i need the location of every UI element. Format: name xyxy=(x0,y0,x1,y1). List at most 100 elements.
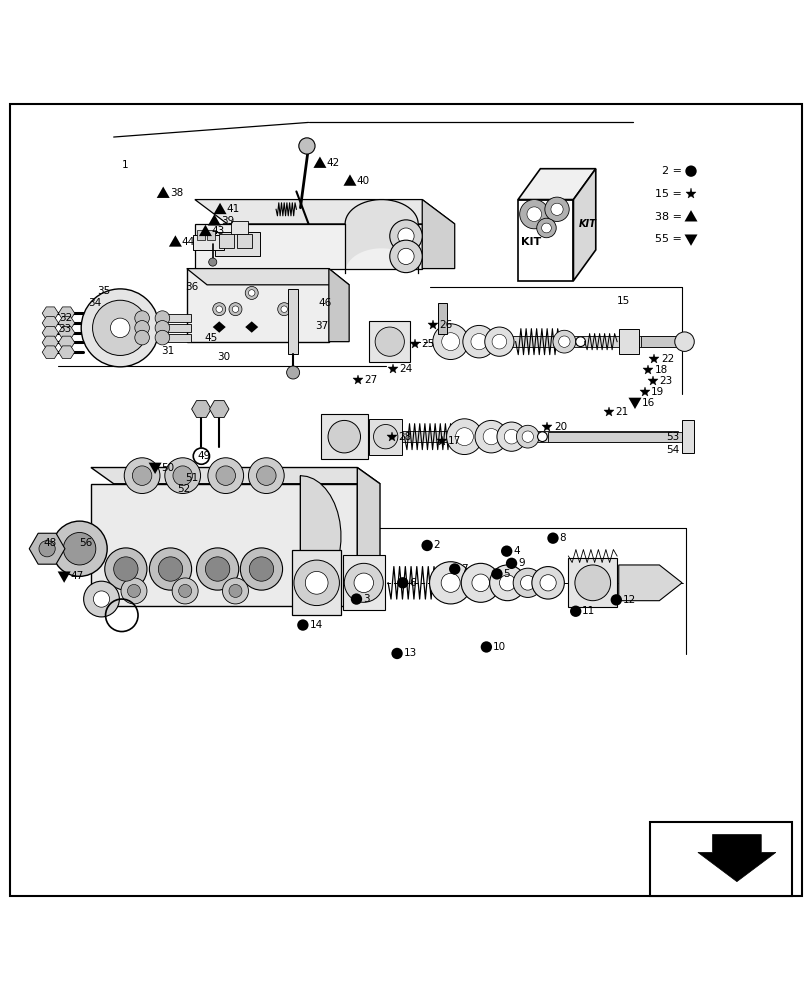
Polygon shape xyxy=(29,533,65,564)
Circle shape xyxy=(248,458,284,494)
Polygon shape xyxy=(191,401,211,417)
Bar xyxy=(517,200,573,281)
Circle shape xyxy=(232,306,238,312)
Circle shape xyxy=(149,548,191,590)
Polygon shape xyxy=(58,326,75,339)
Circle shape xyxy=(432,324,468,360)
Polygon shape xyxy=(42,326,58,339)
Circle shape xyxy=(520,576,534,590)
Circle shape xyxy=(39,541,55,557)
Text: 21: 21 xyxy=(615,407,628,417)
Circle shape xyxy=(105,548,147,590)
Text: 37: 37 xyxy=(315,321,328,331)
Polygon shape xyxy=(245,321,258,333)
Polygon shape xyxy=(157,187,169,198)
Bar xyxy=(91,484,357,606)
Circle shape xyxy=(208,258,217,266)
Text: 36: 36 xyxy=(185,282,198,292)
Text: 44: 44 xyxy=(182,237,195,247)
Circle shape xyxy=(240,548,282,590)
Circle shape xyxy=(81,289,159,367)
Circle shape xyxy=(569,606,581,617)
Circle shape xyxy=(389,240,422,273)
Circle shape xyxy=(397,248,414,265)
Circle shape xyxy=(483,429,499,445)
Circle shape xyxy=(505,558,517,569)
Circle shape xyxy=(354,573,373,593)
Text: 8: 8 xyxy=(559,533,565,543)
Text: 3: 3 xyxy=(363,594,369,604)
Circle shape xyxy=(132,466,152,485)
Circle shape xyxy=(397,228,414,244)
Text: 16: 16 xyxy=(641,398,654,408)
Circle shape xyxy=(448,563,460,575)
Polygon shape xyxy=(313,157,326,168)
Circle shape xyxy=(558,336,569,347)
Circle shape xyxy=(550,203,563,215)
Circle shape xyxy=(610,594,621,606)
Text: 48: 48 xyxy=(44,538,57,548)
Circle shape xyxy=(294,560,339,606)
Circle shape xyxy=(674,332,693,351)
Circle shape xyxy=(446,419,482,455)
Polygon shape xyxy=(684,210,697,221)
Circle shape xyxy=(491,568,502,580)
Text: 1: 1 xyxy=(122,160,128,170)
Circle shape xyxy=(389,220,422,252)
Circle shape xyxy=(440,573,460,592)
Circle shape xyxy=(84,581,119,617)
Circle shape xyxy=(92,300,148,355)
Circle shape xyxy=(470,334,487,350)
Text: 38: 38 xyxy=(169,188,182,198)
Circle shape xyxy=(135,311,149,325)
Polygon shape xyxy=(42,307,58,320)
Text: 10: 10 xyxy=(492,642,505,652)
Bar xyxy=(292,550,341,615)
Text: 25: 25 xyxy=(421,339,434,349)
Circle shape xyxy=(547,532,558,544)
Polygon shape xyxy=(343,174,356,186)
Circle shape xyxy=(305,571,328,594)
Polygon shape xyxy=(628,398,641,409)
Circle shape xyxy=(124,458,160,494)
Text: 52: 52 xyxy=(177,484,190,494)
Circle shape xyxy=(344,563,383,602)
Circle shape xyxy=(110,318,130,338)
Text: 14: 14 xyxy=(309,620,322,630)
Circle shape xyxy=(684,165,696,177)
Bar xyxy=(568,558,616,607)
Text: 26: 26 xyxy=(439,320,452,330)
Circle shape xyxy=(519,200,548,229)
Circle shape xyxy=(216,306,222,312)
Bar xyxy=(195,224,422,269)
Circle shape xyxy=(93,591,109,607)
Text: 42: 42 xyxy=(326,158,339,168)
Text: 43: 43 xyxy=(212,226,225,236)
Bar xyxy=(369,321,410,362)
Circle shape xyxy=(281,306,287,312)
Text: 2 =: 2 = xyxy=(661,166,681,176)
Bar xyxy=(219,234,234,248)
Bar xyxy=(215,232,260,256)
Text: 28: 28 xyxy=(398,432,411,442)
Polygon shape xyxy=(208,214,221,226)
Text: 45: 45 xyxy=(204,333,217,343)
Text: 38 =: 38 = xyxy=(654,212,681,222)
Circle shape xyxy=(375,327,404,356)
Bar xyxy=(641,336,681,347)
Text: 32: 32 xyxy=(59,313,72,323)
Text: 6: 6 xyxy=(409,578,415,588)
Circle shape xyxy=(539,575,556,591)
Text: 23: 23 xyxy=(659,376,672,386)
Bar xyxy=(342,555,384,610)
Circle shape xyxy=(471,574,489,592)
Text: 33: 33 xyxy=(58,324,71,334)
Text: 11: 11 xyxy=(581,606,594,616)
Circle shape xyxy=(155,311,169,325)
Circle shape xyxy=(499,575,515,591)
Bar xyxy=(187,269,328,342)
Bar xyxy=(207,230,215,240)
Circle shape xyxy=(229,303,242,316)
Polygon shape xyxy=(42,336,58,349)
Circle shape xyxy=(165,458,200,494)
